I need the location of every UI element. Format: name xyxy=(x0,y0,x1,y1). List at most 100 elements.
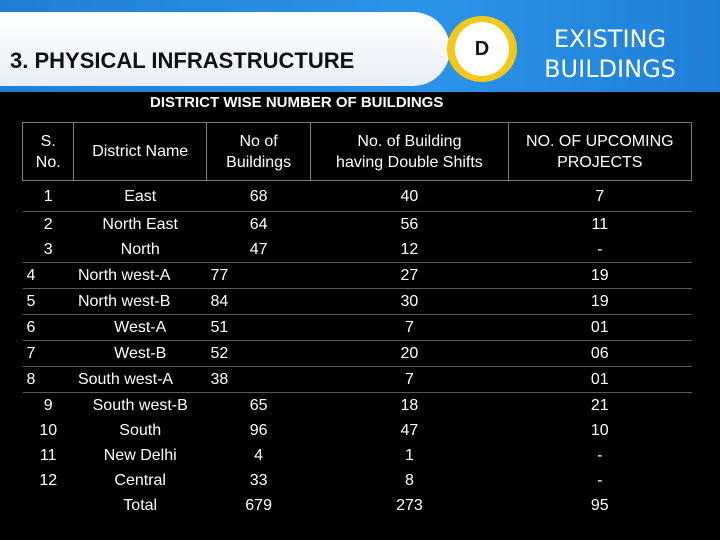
cell-buildings: 51 xyxy=(206,314,311,341)
cell-buildings: 84 xyxy=(206,288,311,315)
table-row: 1 East 68 40 7 xyxy=(22,180,692,212)
cell-double: 12 xyxy=(400,241,419,258)
section-badge: D xyxy=(455,22,509,76)
cell-sno: 11 xyxy=(39,447,57,464)
cell-upcoming: 11 xyxy=(508,211,692,237)
cell-upcoming: - xyxy=(597,447,603,464)
header-upcoming-line2: PROJECTS xyxy=(557,153,643,171)
cell-double: 40 xyxy=(310,180,509,212)
cell-buildings: 4 xyxy=(254,447,264,464)
cell-buildings: 77 xyxy=(206,262,311,289)
cell-sno-empty xyxy=(23,493,74,518)
cell-double: 18 xyxy=(310,392,509,418)
cell-sno: 10 xyxy=(39,422,58,439)
header-sno-line2: No. xyxy=(35,153,61,171)
cell-buildings: 68 xyxy=(206,180,311,212)
cell-upcoming: - xyxy=(597,472,603,489)
cell-buildings: 65 xyxy=(206,392,311,418)
cell-total-upcoming: 95 xyxy=(590,497,609,514)
cell-upcoming: 19 xyxy=(508,288,692,315)
cell-upcoming: 21 xyxy=(508,392,692,418)
cell-buildings: 33 xyxy=(249,472,268,489)
table-row: 4 North west-A 77 27 19 xyxy=(22,262,692,289)
title-box: 3. PHYSICAL INFRASTRUCTURE xyxy=(0,12,450,86)
cell-double: 27 xyxy=(310,262,509,289)
header-buildings-line2: Buildings xyxy=(226,153,292,171)
cell-double: 20 xyxy=(310,340,509,367)
cell-double: 47 xyxy=(400,422,419,439)
cell-district: North west-B xyxy=(73,288,207,315)
cell-district: East xyxy=(73,180,207,212)
cell-double: 7 xyxy=(310,366,509,393)
cell-district: South west-B xyxy=(73,392,207,418)
header-double-line2: having Double Shifts xyxy=(336,153,483,171)
cell-double: 7 xyxy=(310,314,509,341)
cell-buildings: 64 xyxy=(206,211,311,237)
section-heading: EXISTING BUILDINGS xyxy=(520,24,700,84)
page-title: 3. PHYSICAL INFRASTRUCTURE xyxy=(10,48,355,73)
cell-buildings: 52 xyxy=(206,340,311,367)
cell-district: North west-A xyxy=(73,262,207,289)
table-row: 11 New Delhi 4 1 - xyxy=(23,443,692,468)
table-row: 9 South west-B 65 18 21 xyxy=(22,392,692,418)
cell-upcoming: 7 xyxy=(508,180,692,212)
table-row: 5 North west-B 84 30 19 xyxy=(22,288,692,315)
header-sno-line1: S. xyxy=(40,132,56,150)
cell-buildings: 47 xyxy=(249,241,268,258)
cell-district: New Delhi xyxy=(103,447,177,464)
cell-buildings: 96 xyxy=(249,422,268,439)
table-title: DISTRICT WISE NUMBER OF BUILDINGS xyxy=(150,94,444,111)
header-double-line1: No. of Building xyxy=(357,132,462,150)
cell-district: South west-A xyxy=(73,366,207,393)
table-row: 7 West-B 52 20 06 xyxy=(22,340,692,367)
table-row: 3 North 47 12 - xyxy=(23,237,692,263)
header-district-name: District Name xyxy=(73,122,207,181)
table-header-row: S. No. District Name No of Buildings No.… xyxy=(21,122,693,181)
cell-upcoming: 06 xyxy=(508,340,692,367)
cell-district: Central xyxy=(114,472,166,489)
cell-sno: 8 xyxy=(22,366,74,393)
cell-upcoming: 10 xyxy=(590,422,609,439)
table-row: 10 South 96 47 10 xyxy=(23,418,692,443)
header-upcoming-projects: NO. OF UPCOMING PROJECTS xyxy=(507,122,693,181)
cell-district: North East xyxy=(73,211,207,237)
table-total-row: Total 679 273 95 xyxy=(23,493,692,518)
section-heading-line1: EXISTING xyxy=(553,25,667,53)
cell-upcoming: - xyxy=(597,241,603,258)
cell-total-double: 273 xyxy=(396,497,423,514)
cell-total-label: Total xyxy=(123,497,158,514)
section-heading-line2: BUILDINGS xyxy=(544,55,676,83)
cell-buildings: 38 xyxy=(206,366,311,393)
table-row: 8 South west-A 38 7 01 xyxy=(22,366,692,393)
cell-district: West-B xyxy=(73,340,207,367)
cell-upcoming: 01 xyxy=(508,314,692,341)
cell-sno: 12 xyxy=(39,472,58,489)
header-sno: S. No. xyxy=(21,122,75,181)
cell-sno: 7 xyxy=(22,340,74,367)
header-buildings: No of Buildings xyxy=(205,122,312,181)
cell-total-buildings: 679 xyxy=(245,497,272,514)
cell-sno: 6 xyxy=(22,314,74,341)
buildings-table: S. No. District Name No of Buildings No.… xyxy=(21,122,693,518)
cell-upcoming: 01 xyxy=(508,366,692,393)
cell-sno: 3 xyxy=(43,241,53,258)
cell-double: 30 xyxy=(310,288,509,315)
cell-sno: 5 xyxy=(22,288,74,315)
cell-upcoming: 19 xyxy=(508,262,692,289)
cell-sno: 4 xyxy=(22,262,74,289)
table-row: 2 North East 64 56 11 xyxy=(22,211,692,237)
table-row: 12 Central 33 8 - xyxy=(23,468,692,493)
cell-sno: 1 xyxy=(22,180,74,212)
cell-district: North xyxy=(120,241,160,258)
header-buildings-line1: No of xyxy=(239,132,278,150)
cell-district: West-A xyxy=(73,314,207,341)
cell-sno: 9 xyxy=(22,392,74,418)
header-upcoming-line1: NO. OF UPCOMING xyxy=(526,132,674,150)
cell-double: 8 xyxy=(404,472,414,489)
table-row: 6 West-A 51 7 01 xyxy=(22,314,692,341)
cell-district: South xyxy=(119,422,162,439)
cell-double: 1 xyxy=(404,447,414,464)
header-double-shifts: No. of Building having Double Shifts xyxy=(310,122,509,181)
cell-sno: 2 xyxy=(22,211,74,237)
cell-double: 56 xyxy=(310,211,509,237)
